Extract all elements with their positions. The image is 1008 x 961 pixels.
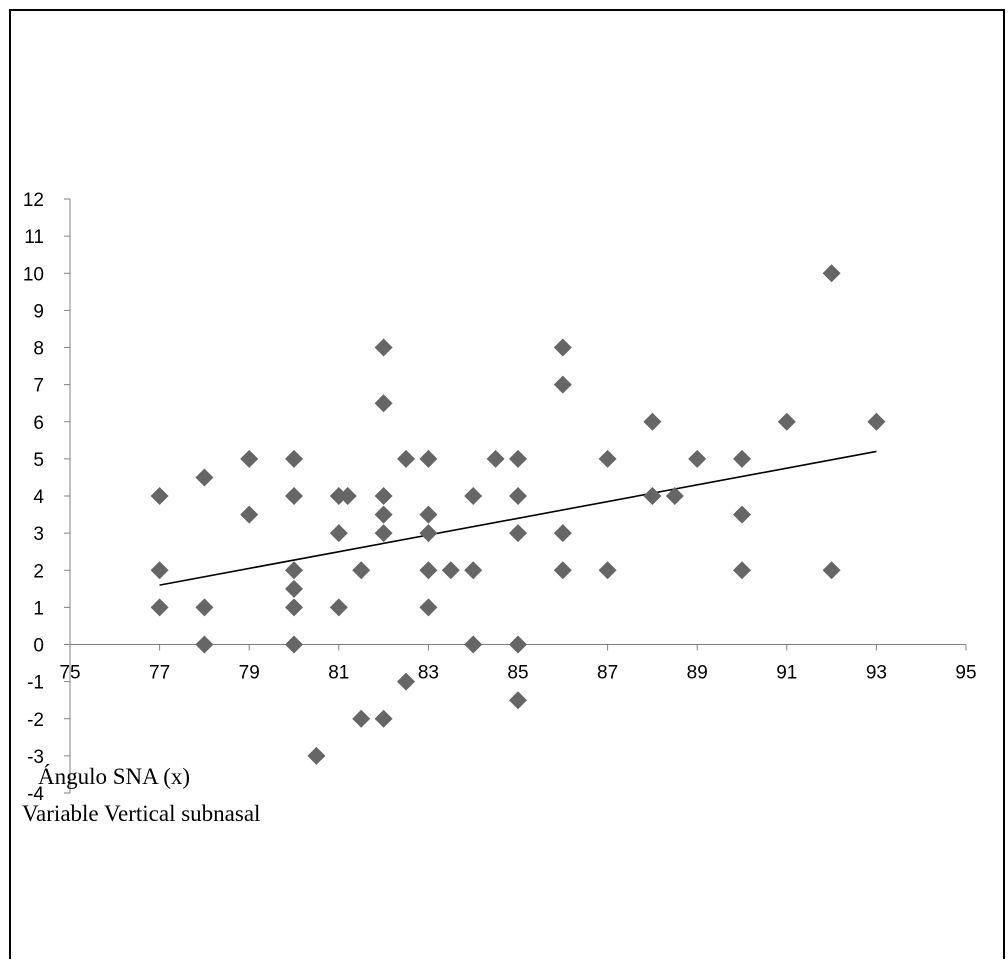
x-tick-labels: 75 77 79 81 83 85 87 89 91 93 95	[59, 663, 976, 684]
data-points	[150, 264, 886, 765]
data-point	[509, 691, 527, 710]
data-point	[598, 449, 617, 468]
data-point	[867, 412, 886, 431]
data-point	[240, 449, 259, 468]
y-tick-label: -4	[27, 784, 44, 805]
data-point	[240, 505, 259, 524]
data-point	[688, 449, 707, 468]
data-point	[352, 561, 371, 580]
y-tick-label: 0	[33, 636, 44, 657]
data-point	[329, 598, 348, 617]
data-point	[195, 598, 214, 617]
data-point	[419, 524, 438, 543]
data-point	[733, 449, 751, 468]
data-point	[397, 672, 415, 691]
y-tick-label: 6	[33, 413, 44, 434]
y-tick-label: 11	[24, 227, 44, 248]
x-tick-label: 85	[507, 663, 528, 684]
data-point	[822, 264, 841, 283]
data-point	[598, 561, 617, 580]
x-tick-label: 93	[866, 663, 887, 684]
y-axis-label: Variable Vertical subnasal	[22, 801, 261, 826]
x-tick-label: 95	[955, 663, 976, 684]
x-tick-label: 87	[597, 663, 618, 684]
data-point	[419, 561, 438, 580]
y-tick-label: -2	[27, 710, 44, 731]
x-axis-label: Ángulo SNA (x)	[38, 764, 191, 789]
data-point	[374, 487, 393, 505]
data-point	[464, 487, 483, 505]
trendline	[159, 450, 877, 586]
data-point	[352, 709, 371, 728]
data-point	[150, 487, 169, 505]
y-tick-label: 10	[23, 264, 44, 285]
data-point	[509, 487, 527, 505]
data-point	[285, 561, 303, 580]
x-tick-label: 89	[687, 663, 708, 684]
data-point	[285, 449, 303, 468]
data-point	[419, 449, 438, 468]
data-point	[553, 561, 572, 580]
y-tick-label: 2	[33, 561, 44, 582]
data-point	[486, 449, 505, 468]
data-point	[464, 561, 483, 580]
data-point	[464, 635, 483, 654]
data-point	[665, 487, 684, 505]
y-tick-label: 3	[33, 524, 44, 545]
data-point	[285, 487, 303, 505]
x-tick-label: 81	[328, 663, 349, 684]
data-point	[374, 505, 393, 524]
data-point	[338, 487, 357, 505]
data-point	[374, 709, 393, 728]
x-tick-label: 83	[418, 663, 439, 684]
data-point	[285, 598, 303, 617]
data-point	[643, 487, 662, 505]
chart-frame	[9, 9, 1005, 959]
data-point	[733, 505, 751, 524]
x-tick-label: 77	[149, 663, 170, 684]
data-point	[419, 598, 438, 617]
data-point	[553, 338, 572, 357]
y-tick-label: -3	[27, 747, 44, 768]
x-tick-label: 79	[239, 663, 260, 684]
data-point	[374, 524, 393, 543]
y-tick-label: -1	[27, 673, 44, 694]
data-point	[822, 561, 841, 580]
y-tick-label: 8	[33, 339, 44, 360]
data-point	[777, 412, 796, 431]
x-tick-label: 75	[59, 663, 80, 684]
y-tick-label: 12	[23, 190, 44, 211]
data-point	[509, 524, 527, 543]
data-point	[374, 394, 393, 413]
data-point	[329, 524, 348, 543]
data-point	[374, 338, 393, 357]
data-point	[285, 635, 303, 654]
data-point	[195, 468, 214, 487]
data-point	[509, 449, 527, 468]
y-tick-label: 1	[33, 598, 44, 619]
trendline-group	[159, 450, 877, 586]
data-point	[150, 561, 169, 580]
data-point	[509, 635, 527, 654]
y-tick-label: 7	[33, 376, 44, 397]
data-point	[441, 561, 460, 580]
data-point	[643, 412, 662, 431]
y-tick-label: 9	[33, 301, 44, 322]
data-point	[285, 579, 303, 598]
data-point	[733, 561, 751, 580]
data-point	[553, 375, 572, 394]
x-tick-label: 91	[776, 663, 797, 684]
data-point	[195, 635, 214, 654]
data-point	[307, 746, 326, 765]
data-point	[419, 505, 438, 524]
data-point	[553, 524, 572, 543]
y-tick-label: 5	[33, 450, 44, 471]
data-point	[150, 598, 169, 617]
data-point	[397, 449, 415, 468]
y-tick-label: 4	[33, 487, 44, 508]
